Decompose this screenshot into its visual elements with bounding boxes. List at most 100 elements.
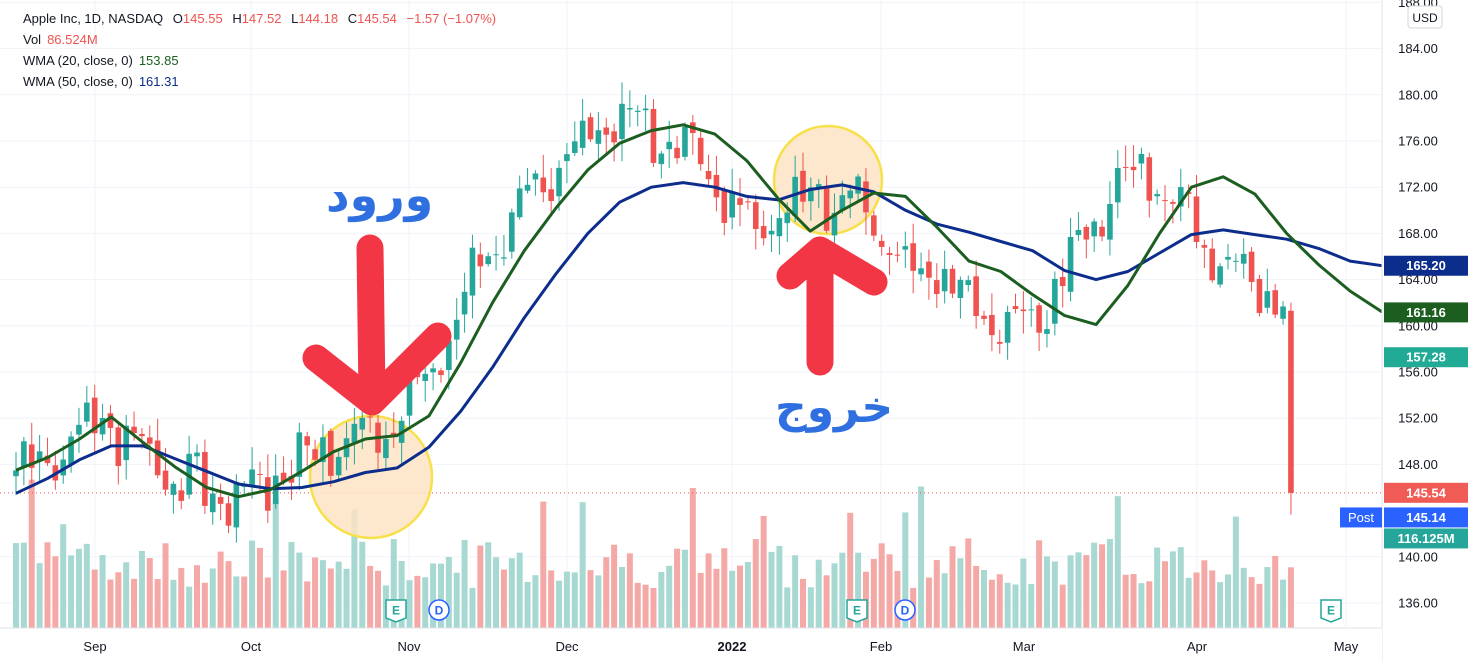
candle[interactable] [241, 480, 248, 494]
candle[interactable] [1075, 212, 1082, 241]
candle[interactable] [847, 184, 854, 219]
candle[interactable] [1248, 247, 1255, 292]
candle[interactable] [745, 196, 751, 210]
earnings-event-marker[interactable]: E [846, 599, 868, 623]
candle[interactable] [1083, 224, 1090, 259]
candle[interactable] [1115, 150, 1121, 219]
candle[interactable] [1154, 189, 1160, 205]
candle[interactable] [989, 293, 995, 352]
candle[interactable] [430, 363, 436, 391]
candle[interactable] [233, 474, 240, 543]
candle[interactable] [524, 168, 531, 194]
candle[interactable] [926, 249, 932, 300]
candle[interactable] [1217, 263, 1223, 288]
currency-badge[interactable] [1407, 5, 1443, 29]
candle[interactable] [146, 425, 153, 466]
candle[interactable] [760, 210, 767, 246]
candle[interactable] [1272, 284, 1278, 319]
candle[interactable] [705, 154, 712, 188]
candle[interactable] [690, 115, 696, 155]
candle[interactable] [36, 434, 43, 483]
wma20-line[interactable] [15, 123, 1383, 499]
candle[interactable] [44, 437, 51, 466]
candle[interactable] [1146, 152, 1153, 218]
candle[interactable] [1004, 305, 1011, 360]
candle[interactable] [209, 475, 216, 525]
candle[interactable] [249, 447, 255, 499]
candle[interactable] [587, 112, 594, 142]
candle[interactable] [1177, 168, 1184, 222]
candle[interactable] [603, 117, 610, 156]
candle[interactable] [579, 98, 586, 156]
candle[interactable] [957, 276, 964, 319]
candle[interactable] [823, 175, 830, 234]
candle[interactable] [1012, 293, 1019, 314]
candle[interactable] [1288, 302, 1294, 515]
candle[interactable] [485, 252, 491, 267]
candle[interactable] [815, 179, 822, 209]
candle[interactable] [619, 82, 625, 162]
candle[interactable] [1130, 145, 1137, 188]
candle[interactable] [886, 246, 893, 276]
candle[interactable] [493, 235, 499, 271]
candle[interactable] [288, 459, 295, 500]
candle[interactable] [642, 94, 649, 132]
candle[interactable] [1170, 199, 1176, 224]
candle[interactable] [831, 193, 838, 251]
candle[interactable] [871, 210, 877, 242]
candle[interactable] [335, 449, 342, 481]
candle[interactable] [1059, 258, 1066, 308]
candle[interactable] [461, 272, 468, 333]
candle[interactable] [272, 454, 279, 509]
candle[interactable] [1122, 145, 1129, 182]
candle[interactable] [540, 154, 547, 203]
dividend-event-marker[interactable]: D [894, 599, 916, 621]
candle[interactable] [170, 481, 177, 514]
candle[interactable] [532, 170, 539, 196]
candle[interactable] [13, 452, 19, 496]
candle[interactable] [186, 435, 192, 499]
candle[interactable] [477, 242, 484, 288]
candle[interactable] [438, 367, 444, 383]
candle[interactable] [296, 422, 303, 491]
candle[interactable] [21, 436, 27, 486]
candle[interactable] [383, 421, 389, 471]
candle[interactable] [1067, 217, 1074, 302]
candle[interactable] [1233, 253, 1239, 272]
candle[interactable] [1099, 219, 1105, 242]
candle[interactable] [1091, 218, 1097, 252]
candle[interactable] [658, 150, 665, 179]
candle[interactable] [1193, 175, 1200, 249]
candle[interactable] [878, 234, 885, 256]
candle[interactable] [737, 178, 743, 227]
candle[interactable] [60, 445, 67, 484]
candle[interactable] [509, 208, 515, 259]
candle[interactable] [933, 263, 940, 308]
candle[interactable] [1240, 238, 1247, 279]
candle[interactable] [453, 298, 460, 360]
symbol-label[interactable]: Apple Inc, 1D, NASDAQ [23, 11, 164, 26]
candle[interactable] [1020, 291, 1027, 334]
candle[interactable] [1256, 274, 1263, 317]
candle[interactable] [902, 231, 909, 268]
candle[interactable] [1036, 302, 1042, 352]
candle[interactable] [965, 275, 972, 292]
candle[interactable] [611, 123, 617, 162]
wma50-line[interactable] [15, 181, 1383, 495]
candle[interactable] [1107, 181, 1113, 256]
candle[interactable] [595, 111, 602, 162]
candle[interactable] [225, 496, 232, 534]
candle[interactable] [729, 168, 735, 230]
candle[interactable] [84, 385, 90, 427]
candle[interactable] [178, 478, 185, 510]
candle[interactable] [91, 384, 98, 453]
candle[interactable] [941, 250, 948, 304]
candle[interactable] [115, 423, 122, 485]
candle[interactable] [996, 329, 1003, 354]
candle[interactable] [1044, 310, 1050, 348]
candle[interactable] [516, 175, 523, 220]
candle[interactable] [154, 418, 161, 479]
candle[interactable] [501, 234, 507, 266]
